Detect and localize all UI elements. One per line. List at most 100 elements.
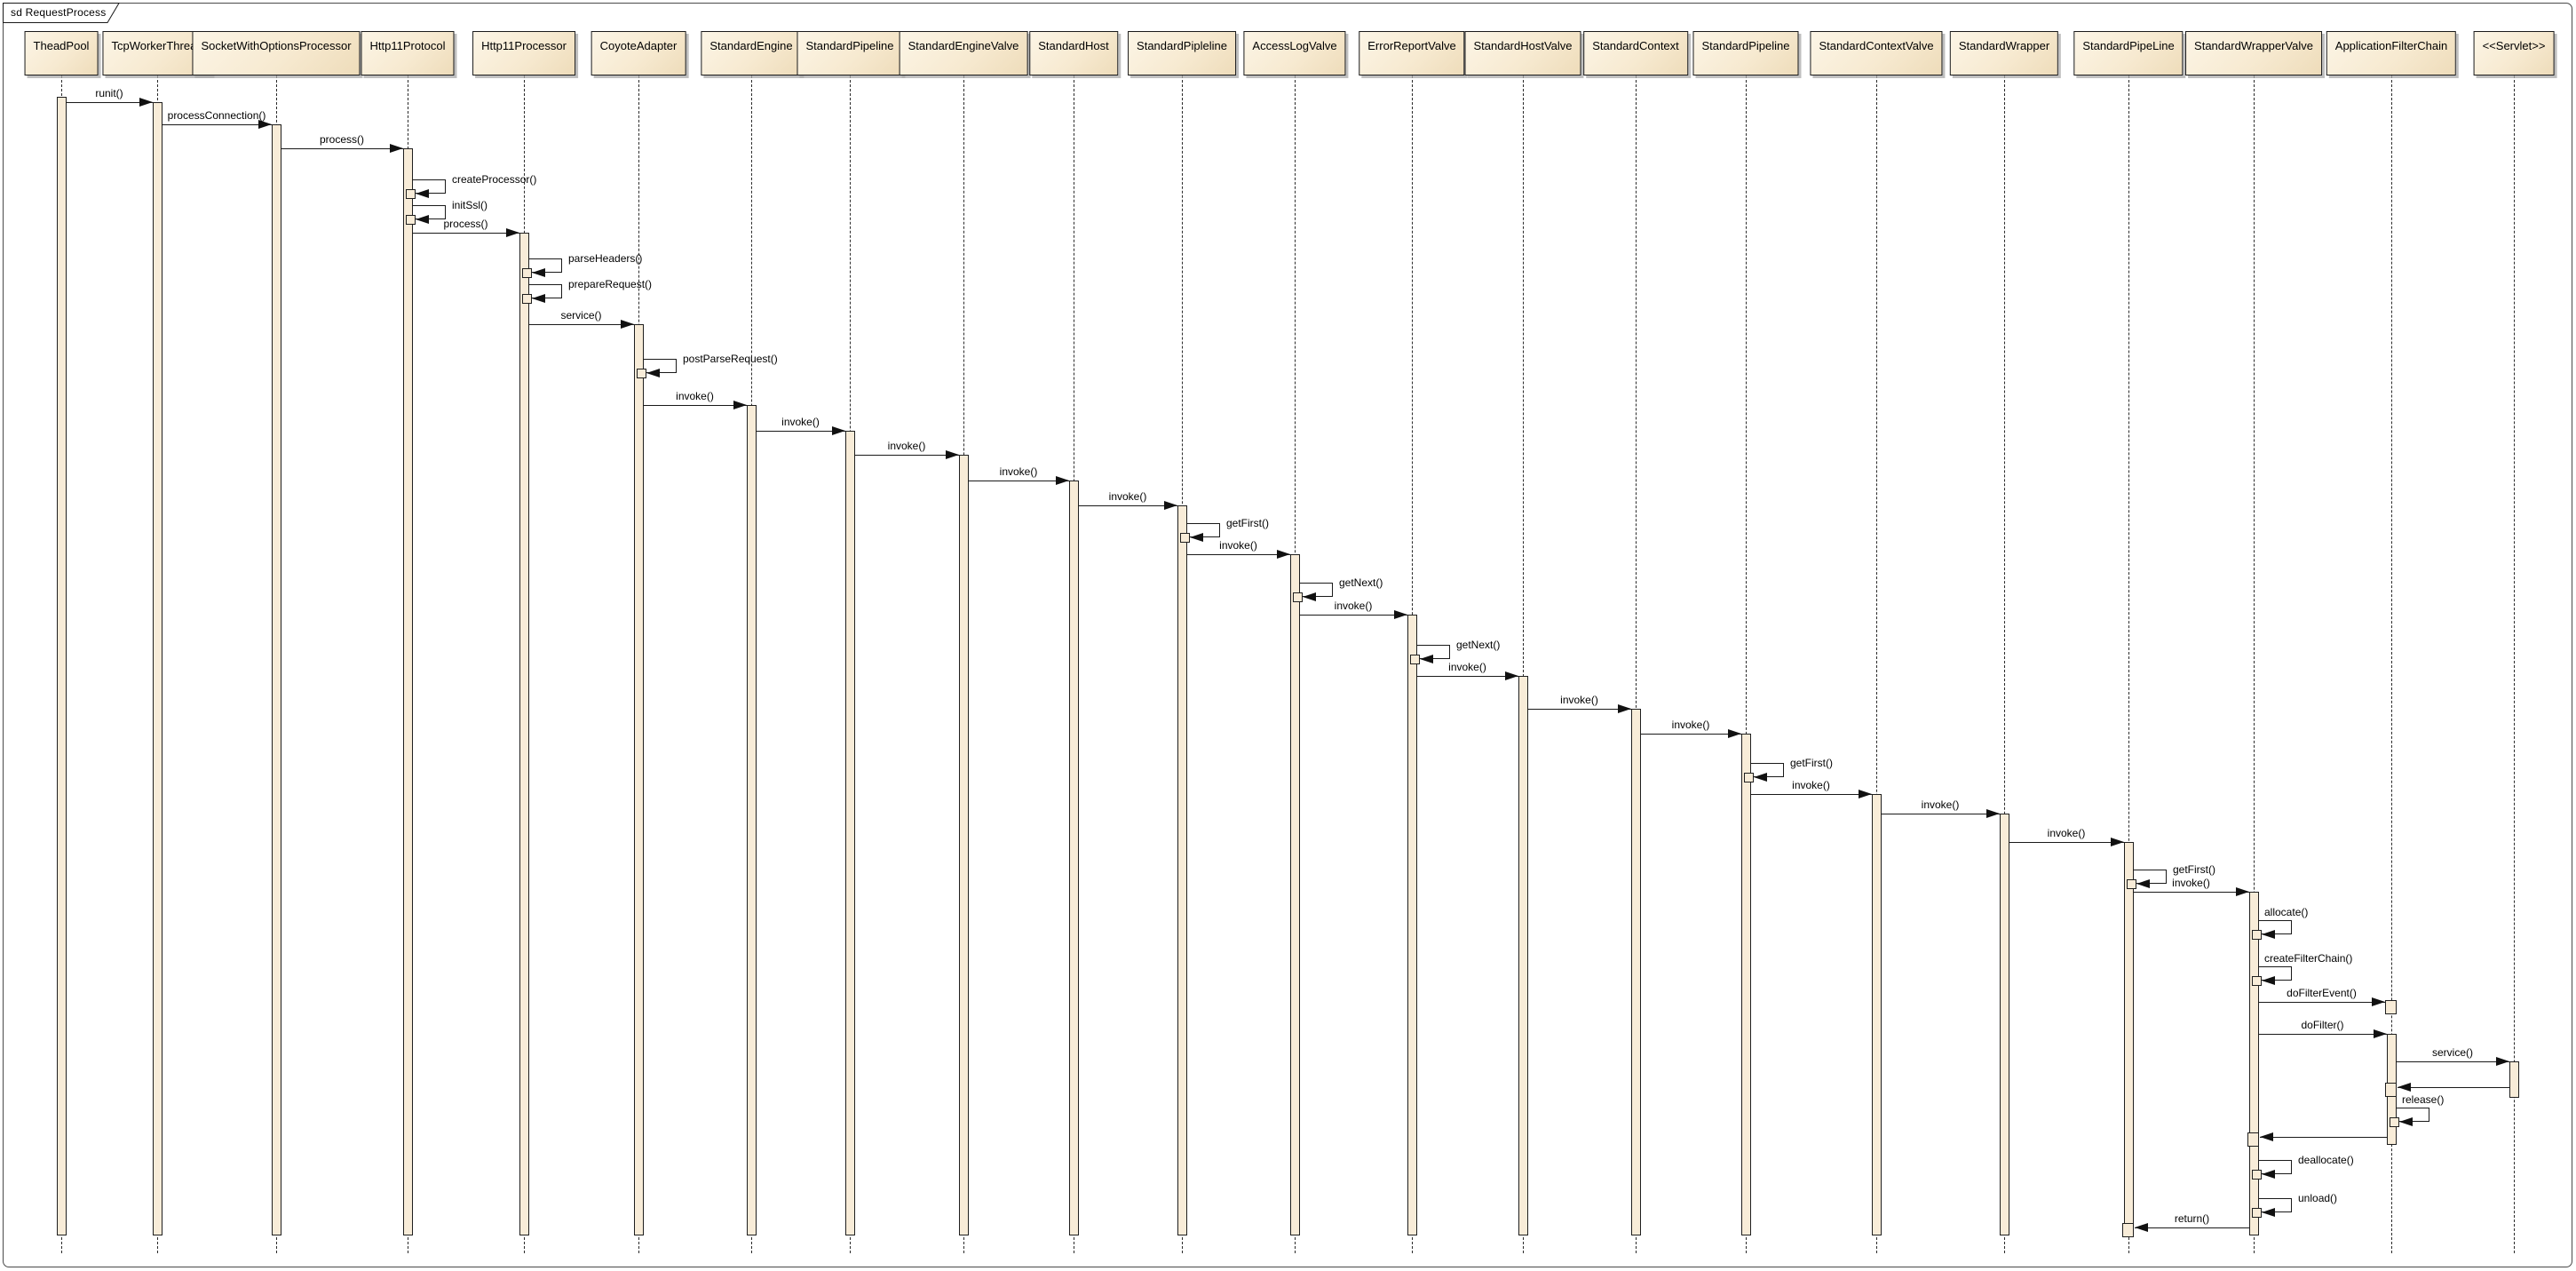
arrowhead-icon <box>506 228 519 237</box>
arrowhead-icon <box>532 268 545 277</box>
activation-nub <box>1180 533 1190 543</box>
lifeline-head: Http11Protocol <box>361 31 455 75</box>
arrowhead-icon <box>2262 1170 2275 1179</box>
message-line <box>1078 505 1177 506</box>
diagram-frame: TheadPool TcpWorkerThread SocketWithOption… <box>3 3 2572 1267</box>
arrowhead-icon <box>2398 1083 2411 1092</box>
activation-bar <box>2509 1061 2519 1098</box>
lifeline-line <box>2128 75 2129 1253</box>
activation-nub <box>2252 1170 2262 1180</box>
message-line <box>1640 734 1741 735</box>
activation-bar <box>153 102 162 1235</box>
self-message-loop <box>2258 966 2292 981</box>
message-label: service() <box>2431 1046 2473 1059</box>
self-message-loop <box>412 179 446 194</box>
activation-nub <box>406 215 416 225</box>
message-label: unload() <box>2298 1192 2338 1204</box>
activation-nub <box>2385 1083 2397 1097</box>
arrowhead-icon <box>1303 592 1316 601</box>
message-label: invoke() <box>1448 661 1486 673</box>
arrowhead-icon <box>390 144 403 153</box>
lifeline-line <box>1636 75 1637 1253</box>
activation-nub <box>637 369 646 378</box>
frame-label: sd RequestProcess <box>11 6 107 19</box>
self-message-loop <box>1186 523 1220 537</box>
lifeline-head: StandardPipeline <box>797 31 903 75</box>
message-line <box>1750 794 1872 795</box>
message-label: runit() <box>95 87 123 99</box>
message-line <box>2260 1137 2387 1138</box>
activation-nub <box>406 189 416 199</box>
lifeline-head: StandardPipeLine <box>2073 31 2184 75</box>
lifeline-line <box>1523 75 1524 1253</box>
message-line <box>412 233 519 234</box>
activation-bar <box>57 97 67 1235</box>
message-label: getFirst() <box>1790 757 1833 769</box>
activation-bar <box>1407 615 1417 1235</box>
message-line <box>643 405 747 406</box>
arrowhead-icon <box>733 401 747 409</box>
activation-nub <box>2247 1132 2259 1147</box>
lifeline-head: ApplicationFilterChain <box>2326 31 2457 75</box>
message-line <box>2396 1061 2509 1062</box>
message-label: doFilter() <box>2301 1019 2344 1031</box>
self-message-loop <box>528 284 562 298</box>
activation-nub <box>2122 1223 2134 1237</box>
arrowhead-icon <box>1754 773 1767 782</box>
message-label: invoke() <box>781 416 820 428</box>
activation-nub <box>1410 655 1420 664</box>
activation-bar <box>2124 842 2134 1235</box>
activation-bar <box>403 148 413 1235</box>
activation-nub <box>2127 879 2136 889</box>
self-message-loop <box>2258 920 2292 934</box>
message-line <box>854 455 959 456</box>
message-label: getFirst() <box>1226 517 1269 529</box>
arrowhead-icon <box>621 320 634 329</box>
arrowhead-icon <box>2496 1057 2509 1066</box>
activation-bar <box>1741 734 1751 1235</box>
activation-bar <box>519 233 529 1235</box>
activation-nub <box>1744 773 1754 782</box>
activation-nub <box>522 294 532 304</box>
lifeline-head: ErrorReportValve <box>1359 31 1465 75</box>
message-line <box>756 431 845 432</box>
self-message-loop <box>2133 870 2167 884</box>
lifeline-line <box>1876 75 1877 1253</box>
message-line <box>2398 1087 2509 1088</box>
arrowhead-icon <box>1505 671 1518 680</box>
arrowhead-icon <box>1728 729 1741 738</box>
message-label: parseHeaders() <box>568 252 643 265</box>
arrowhead-icon <box>2399 1117 2413 1126</box>
self-message-loop <box>1750 763 1784 777</box>
activation-nub <box>2252 930 2262 940</box>
arrowhead-icon <box>2136 879 2150 888</box>
activation-bar <box>272 124 281 1235</box>
message-line <box>2258 1002 2385 1003</box>
lifeline-head: StandardContext <box>1583 31 1688 75</box>
message-label: prepareRequest() <box>568 278 653 290</box>
message-label: invoke() <box>887 440 926 452</box>
activation-bar <box>1069 481 1079 1235</box>
arrowhead-icon <box>2111 838 2124 846</box>
message-label: getFirst() <box>2173 863 2215 876</box>
message-label: service() <box>560 309 602 322</box>
message-line <box>1186 554 1290 555</box>
message-label: invoke() <box>1792 779 1830 791</box>
message-label: getNext() <box>1339 576 1383 589</box>
lifeline-line <box>1746 75 1747 1253</box>
message-line <box>2258 1034 2387 1035</box>
message-label: invoke() <box>2172 877 2210 889</box>
message-line <box>281 148 403 149</box>
lifeline-line <box>2391 75 2392 1253</box>
activation-bar <box>2249 892 2259 1235</box>
lifeline-head: CoyoteAdapter <box>590 31 686 75</box>
message-label: process() <box>443 218 488 230</box>
message-label: initSsl() <box>452 199 488 211</box>
arrowhead-icon <box>646 369 660 377</box>
arrowhead-icon <box>258 120 272 129</box>
arrowhead-icon <box>139 98 153 107</box>
arrowhead-icon <box>2262 930 2275 939</box>
lifeline-head: StandardContextValve <box>1810 31 1943 75</box>
activation-nub <box>2252 1208 2262 1218</box>
